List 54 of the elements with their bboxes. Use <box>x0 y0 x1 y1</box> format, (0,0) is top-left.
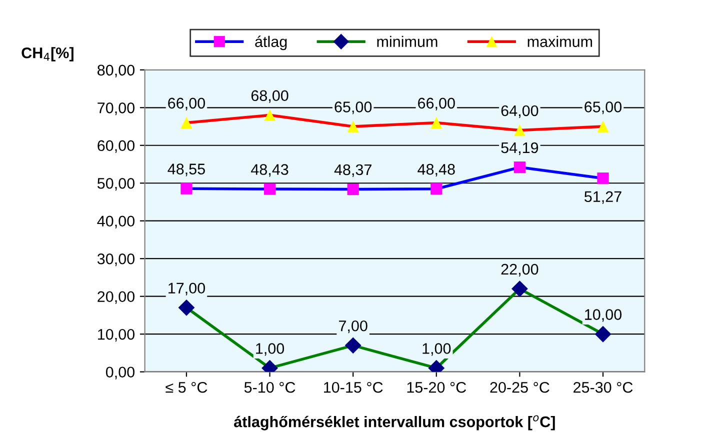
point <box>347 120 359 132</box>
y-tick-label: 70,00 <box>98 102 134 116</box>
data-label: 22,00 <box>501 264 538 276</box>
point <box>594 326 612 342</box>
point <box>597 172 609 184</box>
data-label: 51,27 <box>584 191 622 204</box>
data-label: 7,00 <box>339 320 368 334</box>
data-label: 48,37 <box>334 164 372 177</box>
point <box>344 337 362 354</box>
point <box>178 299 195 316</box>
point <box>597 120 609 132</box>
point <box>514 124 526 136</box>
point <box>264 183 276 195</box>
point <box>430 116 442 129</box>
y-tick-label: 80,00 <box>98 64 134 78</box>
data-label: 1,00 <box>256 343 284 356</box>
x-tick-label: 20-25 °C <box>490 382 550 393</box>
point <box>180 116 192 129</box>
x-tick-label: ≤ 5 °C <box>166 382 208 393</box>
point <box>430 183 442 195</box>
legend-label: minimum <box>377 36 438 48</box>
point <box>347 183 359 196</box>
y-tick-label: 10,00 <box>98 328 134 342</box>
point <box>180 182 192 194</box>
data-label: 48,48 <box>418 164 455 177</box>
data-label: 64,00 <box>501 105 538 118</box>
data-label: 65,00 <box>334 102 372 114</box>
x-tick-label: 5-10 °C <box>244 382 296 393</box>
point <box>511 280 528 298</box>
data-label: 48,43 <box>251 164 288 177</box>
y-axis-title: CH$_{4}$[%] <box>22 47 74 62</box>
x-tick-label: 10-15 °C <box>324 382 383 393</box>
y-tick-label: 40,00 <box>97 216 134 228</box>
data-label: 17,00 <box>168 282 205 296</box>
data-label: 10,00 <box>585 309 622 322</box>
data-label: 48,55 <box>168 164 205 176</box>
point <box>264 109 276 121</box>
data-label: 54,19 <box>501 142 538 155</box>
legend-label: átlag <box>255 36 287 50</box>
data-label: 66,00 <box>418 98 455 110</box>
y-tick-label: 0,00 <box>106 366 134 380</box>
data-label: 68,00 <box>251 90 288 103</box>
y-tick-label: 30,00 <box>97 253 134 266</box>
x-tick-label: 25-30 °C <box>574 382 633 393</box>
y-tick-label: 50,00 <box>97 178 134 191</box>
point <box>514 161 526 174</box>
legend-label: maximum <box>528 36 592 48</box>
x-tick-label: 15-20 °C <box>407 382 466 393</box>
data-label: 1,00 <box>422 343 451 356</box>
y-tick-label: 60,00 <box>98 140 134 153</box>
x-axis-title: átlaghőmérséklet intervallum csoportok [$^{o}$C] <box>234 415 555 430</box>
data-label: 65,00 <box>584 102 622 114</box>
data-label: 66,00 <box>168 98 205 110</box>
y-tick-label: 20,00 <box>98 291 134 304</box>
